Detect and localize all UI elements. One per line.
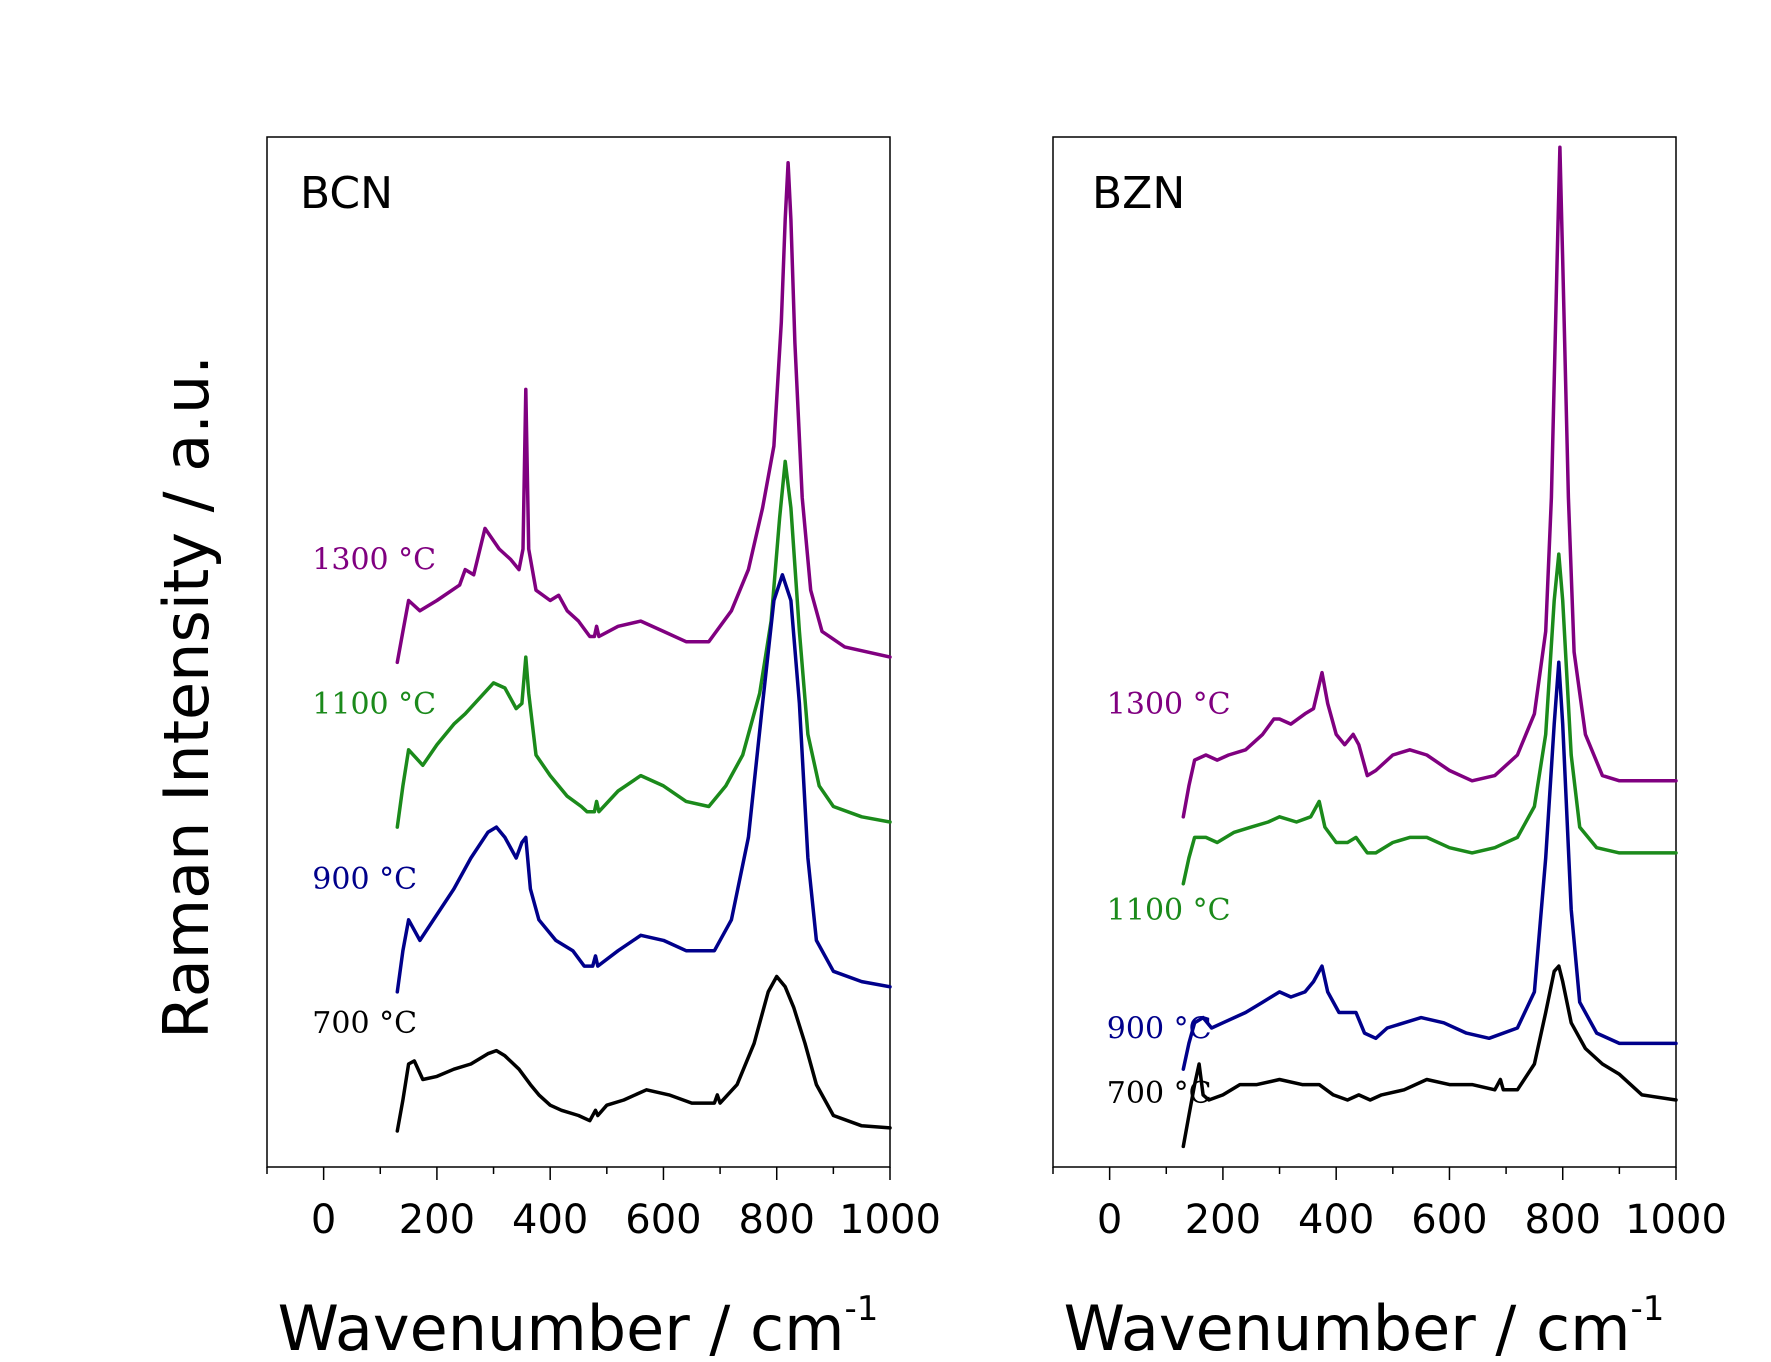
x-tick-label-bcn-400: 400 bbox=[512, 1197, 588, 1243]
plot-frame-bcn bbox=[266, 136, 891, 1168]
y-axis-title: Raman Intensity / a.u. bbox=[150, 355, 223, 1039]
series-label-bzn-3: 700 °C bbox=[1107, 1076, 1212, 1111]
series-label-bcn-1: 1100 °C bbox=[312, 687, 436, 722]
series-line-bzn-0 bbox=[1181, 145, 1678, 819]
series-label-bcn-3: 700 °C bbox=[312, 1006, 417, 1041]
x-axis-title-text-bcn: Wavenumber / cm bbox=[278, 1292, 845, 1362]
series-line-bcn-3 bbox=[395, 974, 892, 1133]
series-labels-bzn: 1300 °C 1100 °C 900 °C 700 °C bbox=[1107, 687, 1231, 1111]
x-tick-label-bzn-800: 800 bbox=[1525, 1197, 1601, 1243]
series-labels-bcn: 1300 °C 1100 °C 900 °C 700 °C bbox=[312, 543, 436, 1042]
series-label-bcn-2: 900 °C bbox=[312, 862, 417, 897]
series-label-bzn-2: 900 °C bbox=[1107, 1011, 1212, 1046]
panel-bzn: BZN 0 200 400 600 800 1000 1300 °C 1100 °C 900 … bbox=[1052, 136, 1727, 1362]
panel-title-bzn: BZN bbox=[1092, 168, 1185, 219]
plot-frame-bzn bbox=[1052, 136, 1677, 1168]
panel-title-bcn: BCN bbox=[300, 168, 393, 219]
series-label-bzn-1: 1100 °C bbox=[1107, 893, 1231, 928]
series-line-bzn-1 bbox=[1181, 552, 1678, 886]
x-tick-label-bzn-1000: 1000 bbox=[1625, 1197, 1727, 1243]
x-axis-title-superscript-bcn: -1 bbox=[845, 1289, 879, 1329]
series-line-bcn-1 bbox=[395, 459, 892, 829]
x-tick-label-bcn-0: 0 bbox=[311, 1197, 336, 1243]
series-line-bzn-2 bbox=[1181, 660, 1678, 1071]
x-tick-label-bcn-1000: 1000 bbox=[839, 1197, 941, 1243]
series-line-bzn-3 bbox=[1181, 964, 1678, 1149]
x-axis-bzn: 0 200 400 600 800 1000 bbox=[1052, 1167, 1727, 1243]
x-tick-label-bzn-200: 200 bbox=[1185, 1197, 1261, 1243]
x-axis-title-bcn: Wavenumber / cm-1 bbox=[278, 1289, 879, 1362]
x-axis-title-bzn: Wavenumber / cm-1 bbox=[1064, 1289, 1665, 1362]
x-tick-label-bcn-600: 600 bbox=[625, 1197, 701, 1243]
x-tick-label-bzn-0: 0 bbox=[1097, 1197, 1122, 1243]
series-label-bzn-0: 1300 °C bbox=[1107, 687, 1231, 722]
x-axis-title-superscript-bzn: -1 bbox=[1631, 1289, 1665, 1329]
x-tick-label-bcn-800: 800 bbox=[739, 1197, 815, 1243]
x-axis-title-text-bzn: Wavenumber / cm bbox=[1064, 1292, 1631, 1362]
x-tick-label-bcn-200: 200 bbox=[399, 1197, 475, 1243]
series-line-bcn-0 bbox=[395, 161, 892, 665]
series-label-bcn-0: 1300 °C bbox=[312, 543, 436, 578]
x-tick-label-bzn-600: 600 bbox=[1411, 1197, 1487, 1243]
series-group-bcn bbox=[395, 161, 892, 1133]
x-axis-bcn: 0 200 400 600 800 1000 bbox=[266, 1167, 941, 1243]
x-tick-label-bzn-400: 400 bbox=[1298, 1197, 1374, 1243]
series-line-bcn-2 bbox=[395, 573, 892, 994]
panel-bcn: BCN 0 200 400 600 800 1000 1300 °C 1100 °C 900 … bbox=[266, 136, 941, 1362]
series-group-bzn bbox=[1181, 145, 1678, 1149]
